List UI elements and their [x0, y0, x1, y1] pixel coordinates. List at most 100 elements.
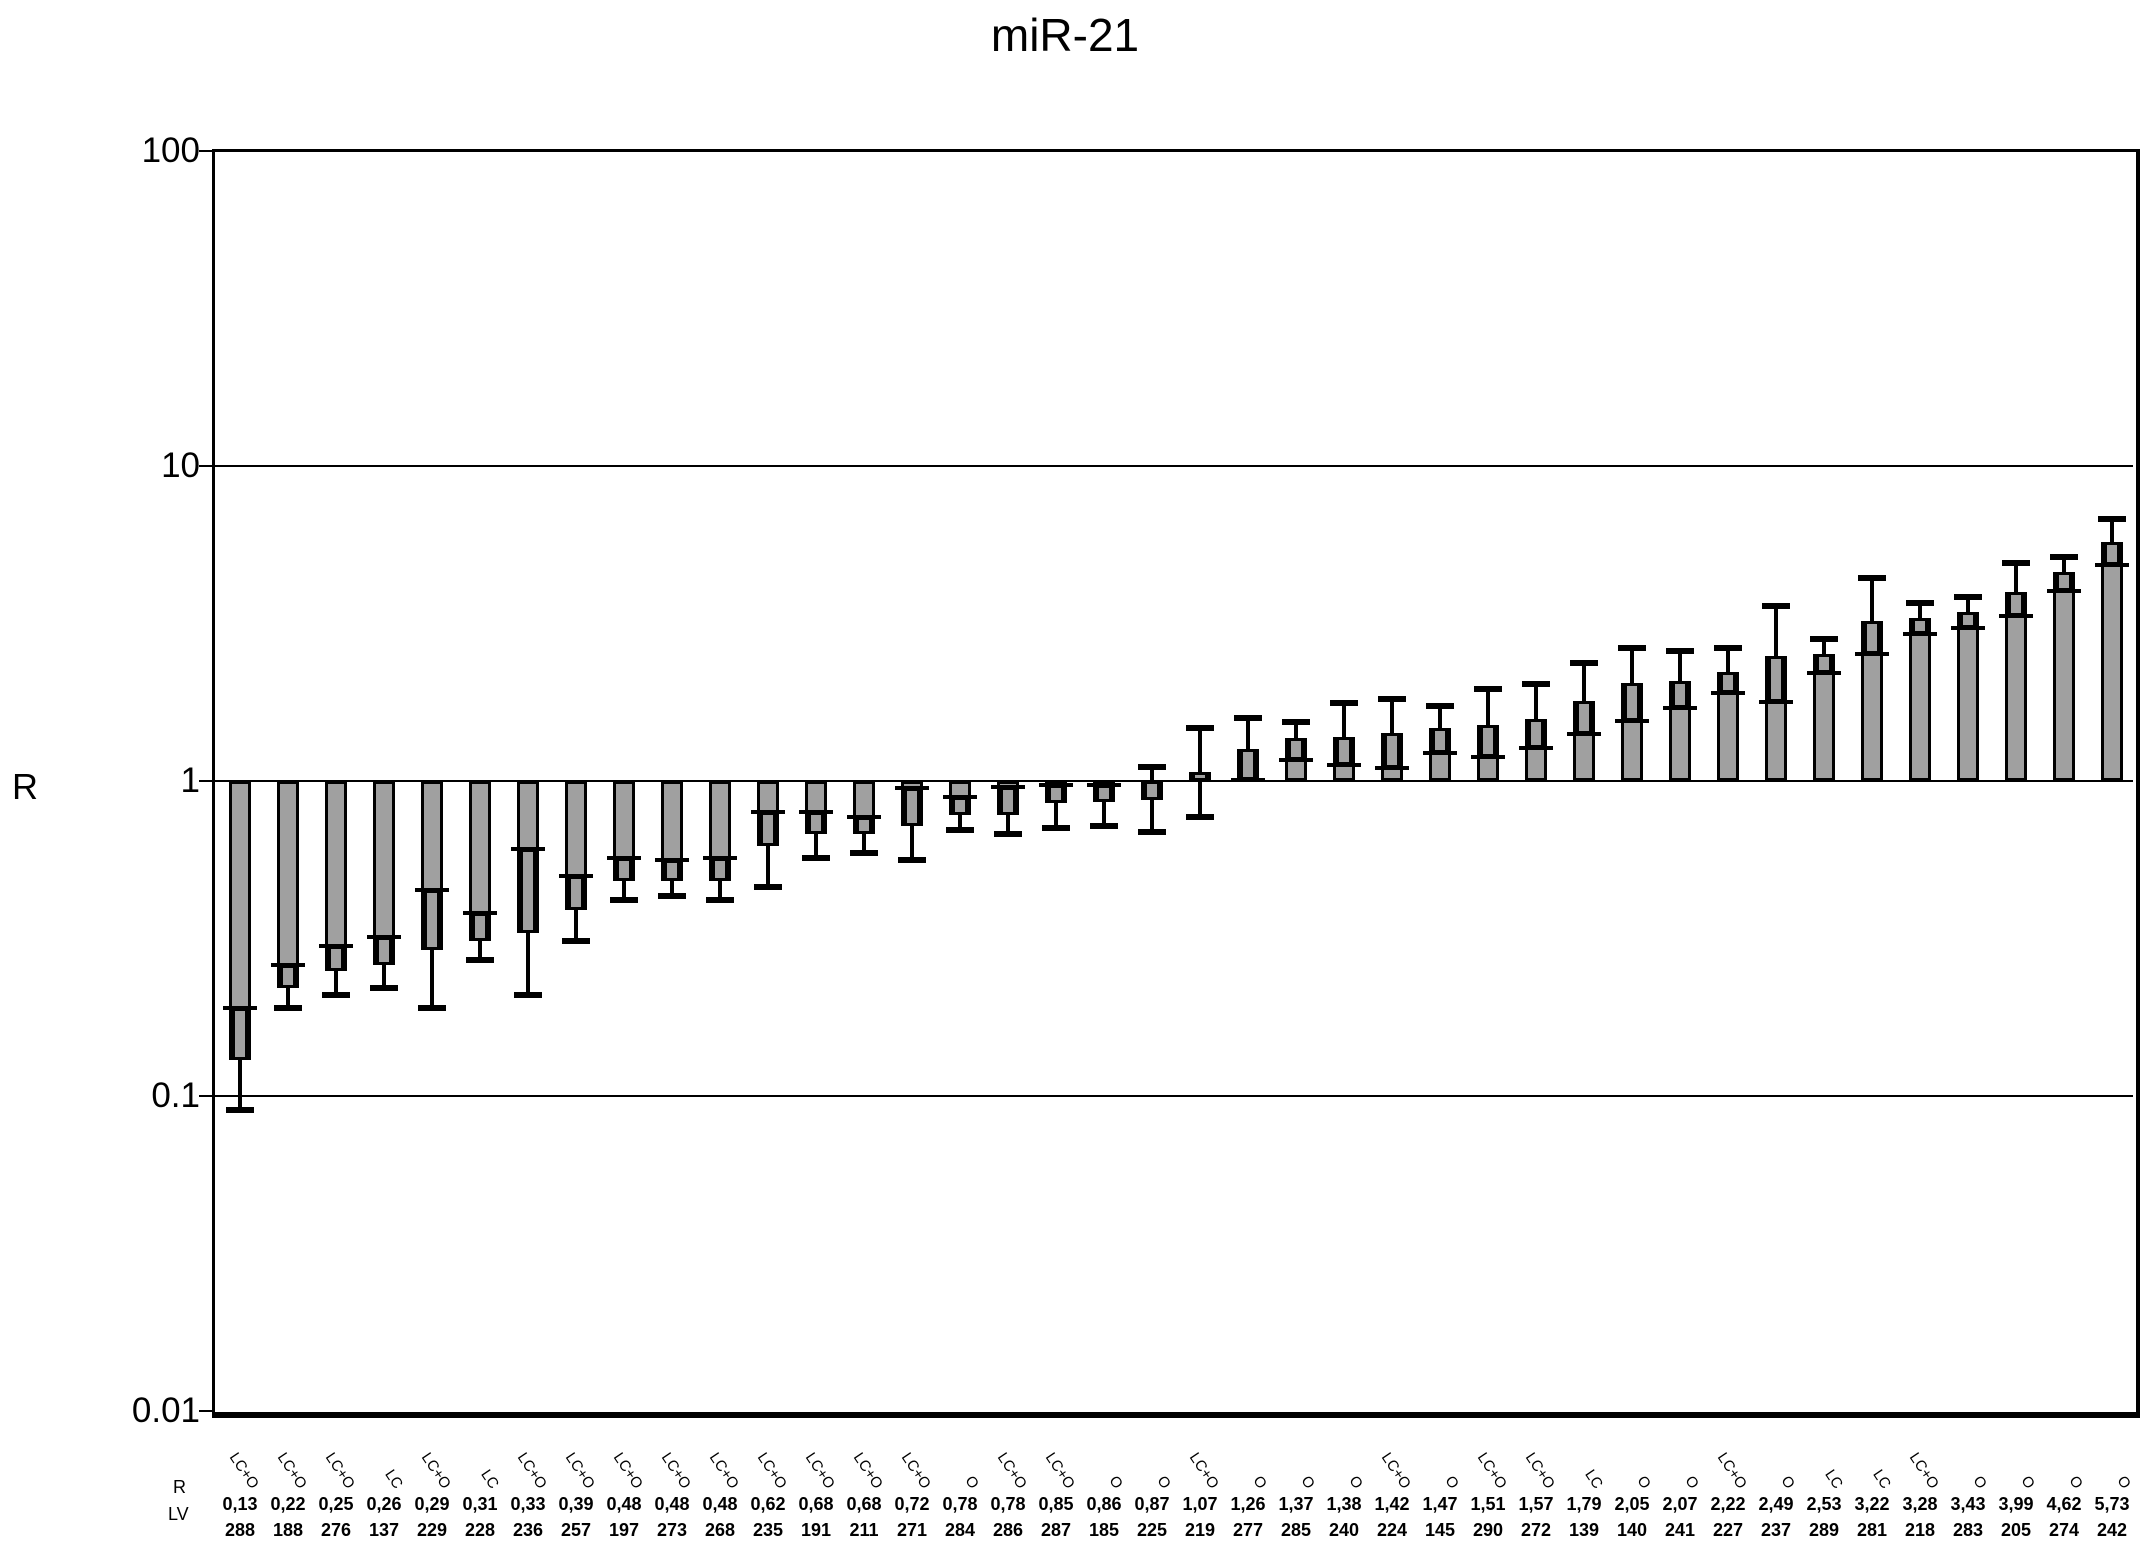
- error-box: [1240, 749, 1256, 780]
- gridline: [215, 780, 2133, 782]
- error-whisker-upper: [1150, 766, 1154, 781]
- x-lv-value: 290: [1472, 1520, 1504, 1540]
- error-tick-upper: [223, 1006, 257, 1011]
- bar: [277, 781, 299, 989]
- error-tick-lower: [1327, 763, 1361, 768]
- x-r-value: 1,37: [1278, 1494, 1314, 1514]
- x-r-value: 0,78: [942, 1494, 978, 1514]
- plot-area: [212, 149, 2140, 1418]
- x-r-value: 0,22: [270, 1494, 306, 1514]
- x-lv-value: 257: [560, 1520, 592, 1540]
- error-whisker-lower: [1198, 781, 1202, 817]
- y-tick-mark: [199, 780, 213, 782]
- error-whisker-lower: [670, 881, 674, 897]
- x-group-label: O: [1297, 1472, 1319, 1492]
- x-r-value: 1,51: [1470, 1494, 1506, 1514]
- error-cap-lower: [466, 957, 494, 964]
- x-lv-value: 271: [896, 1520, 928, 1540]
- error-cap-lower: [1042, 824, 1070, 831]
- error-cap-upper: [2002, 560, 2030, 567]
- error-whisker-lower: [574, 909, 578, 942]
- error-tick-upper: [1087, 783, 1121, 788]
- x-lv-value: 229: [416, 1520, 448, 1540]
- error-whisker-upper: [1774, 605, 1778, 657]
- x-lv-value: 225: [1136, 1520, 1168, 1540]
- x-r-value: 1,07: [1182, 1494, 1218, 1514]
- error-tick-upper: [415, 888, 449, 893]
- error-whisker-upper: [1294, 721, 1298, 738]
- bar: [325, 781, 347, 971]
- error-box: [1000, 786, 1016, 815]
- error-box: [424, 890, 440, 951]
- error-tick-upper: [559, 873, 593, 878]
- error-whisker-lower: [334, 970, 338, 995]
- y-tick-label: 10: [161, 446, 200, 485]
- error-tick-upper: [463, 911, 497, 916]
- error-cap-lower: [1186, 813, 1214, 820]
- error-whisker-upper: [1678, 650, 1682, 682]
- error-tick-upper: [655, 858, 689, 863]
- x-group-label: LC+O: [1041, 1449, 1079, 1492]
- x-r-value: 0,48: [606, 1494, 642, 1514]
- error-whisker-lower: [286, 988, 290, 1009]
- x-group-label: LC+O: [1377, 1449, 1415, 1492]
- error-whisker-upper: [1870, 578, 1874, 622]
- x-r-value: 2,07: [1662, 1494, 1698, 1514]
- bar: [2053, 571, 2075, 781]
- x-group-label: LC+O: [753, 1449, 791, 1492]
- x-group-label: O: [961, 1472, 983, 1492]
- error-tick-lower: [1519, 746, 1553, 751]
- x-lv-value: 227: [1712, 1520, 1744, 1540]
- x-group-label: O: [1105, 1472, 1127, 1492]
- error-tick-upper: [1039, 783, 1073, 788]
- error-box: [1432, 728, 1448, 753]
- x-lv-value: 236: [512, 1520, 544, 1540]
- error-whisker-upper: [1726, 648, 1730, 672]
- error-cap-upper: [1570, 659, 1598, 666]
- x-lv-value: 140: [1616, 1520, 1648, 1540]
- x-lv-value: 219: [1184, 1520, 1216, 1540]
- x-group-label: LC+O: [657, 1449, 695, 1492]
- x-r-value: 0,29: [414, 1494, 450, 1514]
- error-cap-upper: [1282, 718, 1310, 725]
- x-r-value: 1,79: [1566, 1494, 1602, 1514]
- error-cap-upper: [1330, 699, 1358, 706]
- error-whisker-upper: [1582, 662, 1586, 702]
- y-tick-label: 100: [141, 131, 200, 170]
- error-box: [904, 788, 920, 826]
- x-r-value: 0,48: [702, 1494, 738, 1514]
- x-lv-value: 211: [849, 1520, 879, 1540]
- error-box: [1288, 737, 1304, 760]
- error-box: [1864, 621, 1880, 654]
- x-lv-value: 284: [944, 1520, 976, 1540]
- error-tick-lower: [1759, 700, 1793, 705]
- error-box: [1576, 701, 1592, 734]
- error-cap-lower: [898, 857, 926, 864]
- error-box: [808, 811, 824, 834]
- bar: [2005, 591, 2027, 781]
- x-group-label: LC+O: [897, 1449, 935, 1492]
- x-lv-value: 242: [2096, 1520, 2128, 1540]
- error-box: [472, 913, 488, 942]
- error-cap-lower: [946, 826, 974, 833]
- error-whisker-upper: [1534, 684, 1538, 720]
- x-lv-value: 205: [2000, 1520, 2032, 1540]
- x-group-label: LC: [477, 1466, 503, 1492]
- bar: [1957, 612, 1979, 781]
- error-whisker-upper: [1630, 648, 1634, 683]
- error-box: [280, 965, 296, 989]
- x-group-label: LC+O: [705, 1449, 743, 1492]
- x-r-value: 0,48: [654, 1494, 690, 1514]
- x-r-value: 4,62: [2046, 1494, 2082, 1514]
- x-lv-value: 188: [272, 1520, 304, 1540]
- error-cap-lower: [1138, 828, 1166, 835]
- error-tick-upper: [751, 809, 785, 814]
- x-group-label: LC+O: [417, 1449, 455, 1492]
- x-r-value: 0,68: [798, 1494, 834, 1514]
- error-cap-upper: [1522, 681, 1550, 688]
- error-whisker-upper: [1342, 702, 1346, 737]
- error-box: [1048, 785, 1064, 804]
- error-whisker-lower: [814, 833, 818, 858]
- error-cap-upper: [2050, 554, 2078, 561]
- error-whisker-lower: [958, 814, 962, 830]
